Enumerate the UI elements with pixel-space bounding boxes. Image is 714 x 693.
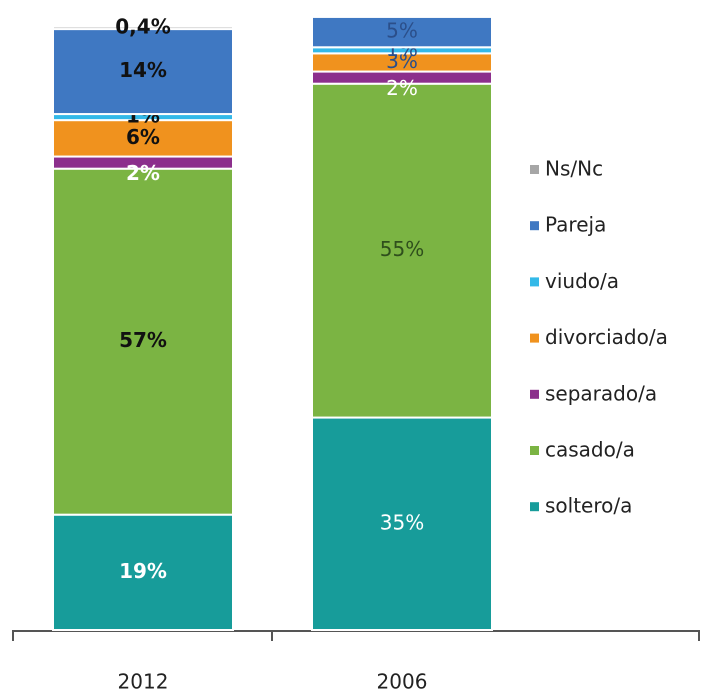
bar-segment: [52, 119, 234, 158]
legend-swatch: [530, 389, 539, 399]
legend-swatch: [530, 502, 539, 512]
x-tick-label: 2012: [118, 670, 169, 693]
bar-segment: [52, 28, 234, 116]
legend-swatch: [530, 446, 539, 455]
bar-segment: [52, 167, 234, 516]
value-label: 57%: [119, 328, 167, 352]
legend-label: divorciado/a: [545, 325, 668, 349]
legend-swatch: [530, 165, 539, 174]
value-label: 2%: [386, 76, 418, 100]
value-label: 55%: [380, 237, 424, 261]
legend-label: Pareja: [545, 213, 606, 237]
legend-swatch: [530, 277, 539, 287]
legend-label: viudo/a: [545, 269, 619, 293]
bar-segment: [52, 25, 234, 31]
legend-swatch: [530, 333, 539, 343]
legend-label: Ns/Nc: [545, 157, 603, 181]
value-label: 0,4%: [115, 14, 170, 38]
value-label: 5%: [386, 19, 418, 43]
value-label: 2%: [126, 161, 160, 185]
value-label: 6%: [126, 125, 160, 149]
bar-segment: [52, 513, 234, 631]
bar-segment: [311, 416, 493, 631]
x-tick-label: 2006: [377, 670, 428, 693]
legend-swatch: [530, 221, 539, 231]
value-label: 19%: [119, 559, 167, 583]
legend-label: separado/a: [545, 381, 657, 405]
legend-label: soltero/a: [545, 494, 632, 518]
bar-segment: [311, 15, 493, 49]
legend-label: casado/a: [545, 438, 635, 462]
value-label: 35%: [380, 510, 424, 534]
value-label: 14%: [119, 58, 167, 82]
